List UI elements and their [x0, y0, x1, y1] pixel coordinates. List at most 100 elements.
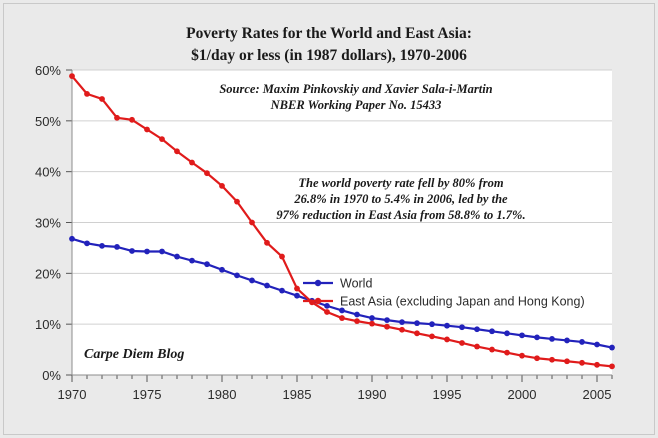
- data-point: [159, 136, 165, 143]
- data-point: [579, 359, 585, 366]
- x-tick-label-1975: 1975: [133, 387, 162, 402]
- series-world: [69, 235, 615, 351]
- data-point: [264, 239, 270, 246]
- legend-marker-dot: [314, 297, 322, 305]
- data-point: [354, 311, 360, 318]
- data-point: [504, 349, 510, 356]
- x-tick-label-1980: 1980: [208, 387, 237, 402]
- x-axis-ticks-group: 1970 1975 1980 1985 1990 1995 2000 2005: [58, 375, 613, 402]
- axis-lines-group: [71, 70, 612, 376]
- data-point: [279, 253, 285, 260]
- data-point: [369, 315, 375, 321]
- data-point: [354, 318, 360, 325]
- data-point: [294, 292, 300, 299]
- data-point: [129, 248, 135, 254]
- data-point: [84, 240, 90, 247]
- source-line-2: NBER Working Paper No. 15433: [270, 98, 442, 112]
- legend-marker-dot: [314, 279, 322, 287]
- data-point: [429, 333, 435, 340]
- x-tick-label-2005: 2005: [583, 387, 612, 402]
- y-tick-label-40: 40%: [35, 165, 61, 180]
- data-point: [69, 73, 75, 79]
- annotation-line-2: 26.8% in 1970 to 5.4% in 2006, led by th…: [293, 192, 508, 206]
- data-point: [114, 244, 120, 250]
- data-point: [444, 336, 450, 343]
- chart-title-line-2: $1/day or less (in 1987 dollars), 1970-2…: [191, 47, 467, 64]
- data-point: [249, 277, 255, 284]
- data-point: [114, 114, 120, 121]
- data-point: [324, 309, 330, 315]
- data-point: [249, 219, 255, 226]
- data-point: [609, 344, 615, 351]
- data-point: [129, 116, 135, 123]
- y-tick-label-30: 30%: [35, 216, 61, 231]
- data-point: [609, 363, 615, 370]
- data-point: [534, 334, 540, 341]
- chart-legend: World East Asia (excluding Japan and Hong…: [303, 277, 585, 309]
- data-point: [204, 261, 210, 268]
- data-point: [384, 323, 390, 330]
- watermark-label: Carpe Diem Blog: [84, 347, 184, 362]
- data-point: [459, 340, 465, 346]
- source-line-1: Source: Maxim Pinkovskiy and Xavier Sala…: [219, 82, 492, 96]
- data-point: [69, 235, 75, 242]
- annotation-line-3: 97% reduction in East Asia from 58.8% to…: [276, 208, 525, 222]
- legend-item-east-asia[interactable]: East Asia (excluding Japan and Hong Kong…: [303, 295, 585, 309]
- data-point: [489, 328, 495, 335]
- data-point: [204, 170, 210, 177]
- data-point: [234, 198, 240, 205]
- data-point: [99, 242, 105, 249]
- legend-item-world[interactable]: World: [303, 277, 372, 291]
- data-point: [189, 159, 195, 166]
- data-point: [594, 361, 600, 368]
- data-point: [279, 287, 285, 294]
- series-east-asia: [69, 73, 615, 370]
- annotation-line-1: The world poverty rate fell by 80% from: [298, 176, 503, 190]
- data-point: [594, 341, 600, 348]
- data-point: [384, 317, 390, 323]
- data-point: [159, 248, 165, 255]
- x-tick-label-1990: 1990: [358, 387, 387, 402]
- y-tick-label-60: 60%: [35, 63, 61, 78]
- data-point: [369, 320, 375, 327]
- data-series-group: [69, 73, 615, 370]
- data-point: [429, 321, 435, 328]
- data-point: [144, 248, 150, 255]
- x-tick-label-1970: 1970: [58, 387, 87, 402]
- chart-title-line-1: Poverty Rates for the World and East Asi…: [186, 25, 472, 42]
- x-tick-label-1985: 1985: [283, 387, 312, 402]
- data-point: [84, 90, 90, 97]
- data-point: [174, 148, 180, 155]
- data-point: [339, 307, 345, 314]
- y-tick-label-50: 50%: [35, 114, 61, 129]
- data-point: [489, 346, 495, 353]
- data-point: [519, 352, 525, 359]
- data-point: [294, 285, 300, 292]
- data-point: [444, 322, 450, 329]
- data-point: [189, 257, 195, 264]
- data-point: [534, 355, 540, 362]
- legend-label: East Asia (excluding Japan and Hong Kong…: [340, 295, 585, 309]
- data-point: [234, 272, 240, 279]
- y-axis-ticks-group: 0% 10% 20% 30% 40% 50% 60%: [35, 63, 72, 383]
- data-point: [549, 336, 555, 342]
- data-point: [414, 330, 420, 337]
- y-tick-label-10: 10%: [35, 317, 61, 332]
- data-point: [519, 332, 525, 339]
- data-point: [399, 326, 405, 333]
- data-point: [459, 324, 465, 331]
- data-point: [339, 315, 345, 321]
- data-point: [564, 358, 570, 365]
- data-point: [144, 126, 150, 133]
- data-point: [474, 343, 480, 350]
- data-point: [174, 253, 180, 260]
- data-point: [219, 266, 225, 273]
- data-point: [564, 337, 570, 344]
- data-point: [504, 330, 510, 337]
- x-tick-label-2000: 2000: [508, 387, 537, 402]
- y-tick-label-20: 20%: [35, 266, 61, 281]
- data-point: [579, 339, 585, 345]
- data-point: [474, 326, 480, 333]
